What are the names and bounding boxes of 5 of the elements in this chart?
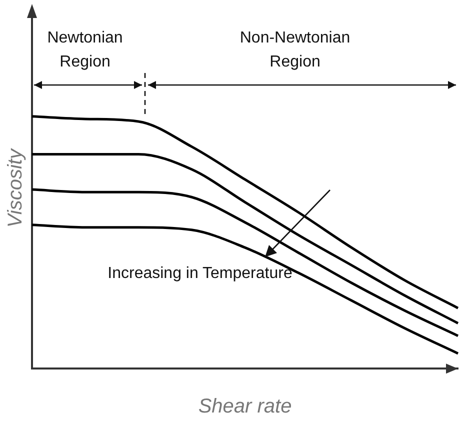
text: Newtonian Region [47,29,123,70]
annotation: Increasing in Temperature [108,265,292,282]
text: Non-Newtonian Region [240,29,350,70]
y-axis-title: Viscosity [4,148,27,228]
x-axis-title: Shear rate [198,396,292,418]
